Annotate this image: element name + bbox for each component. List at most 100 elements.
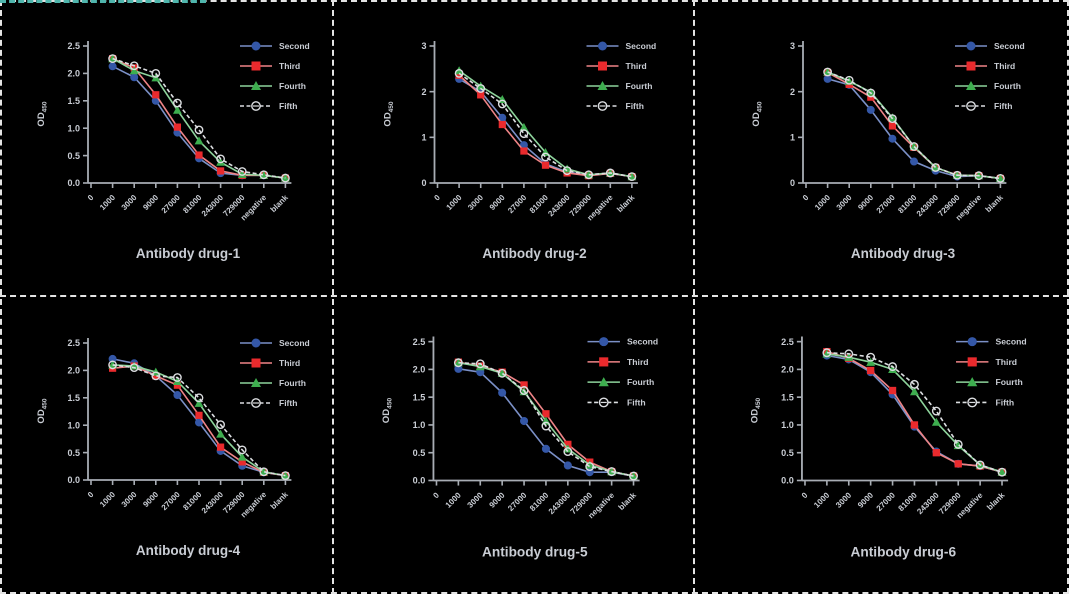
data-point-marker-fifth — [866, 88, 876, 98]
legend-marker-second — [251, 338, 261, 348]
legend-label-fourth: Fourth — [627, 377, 654, 387]
chart-svg: 0.00.51.01.52.02.50 1000 3000 9000 27000 8100… — [381, 336, 658, 559]
y-tick-label: 0.0 — [413, 476, 426, 486]
data-point-marker-second — [130, 73, 139, 82]
y-tick-label: 0.5 — [67, 151, 80, 161]
data-point-marker-second — [519, 141, 528, 150]
data-point-marker-fifth — [194, 393, 204, 403]
legend-label-fourth: Fourth — [996, 377, 1023, 387]
y-tick-label: 2.0 — [781, 365, 794, 375]
x-tick-label: 27000 — [875, 193, 897, 215]
legend-marker-fourth — [598, 377, 609, 387]
data-point-marker-fourth — [194, 136, 204, 145]
x-tick-label: 3000 — [120, 193, 139, 212]
series-line-second — [826, 354, 1003, 473]
x-tick-label: 9000 — [856, 490, 875, 509]
x-tick-label: 243000 — [915, 193, 941, 219]
x-tick-label: 27000 — [506, 490, 529, 513]
legend-label-second: Second — [627, 337, 658, 347]
y-tick-label: 1.5 — [781, 392, 794, 402]
panel-divider-horizontal — [0, 295, 1069, 297]
legend-label-second: Second — [626, 41, 657, 51]
y-tick-label: 0.0 — [781, 476, 794, 486]
data-point-marker-fourth — [866, 87, 876, 96]
data-point-marker-fifth — [888, 362, 898, 372]
data-point-marker-fifth — [151, 69, 161, 78]
x-tick-label: 0 — [86, 490, 96, 500]
data-point-marker-fourth — [627, 172, 637, 181]
data-point-marker-fifth — [629, 471, 638, 481]
data-point-marker-fifth — [497, 99, 507, 109]
data-point-marker-fifth — [844, 349, 854, 359]
data-point-marker-fifth — [259, 170, 269, 180]
data-point-marker-second — [195, 418, 203, 427]
x-tick-label: 0 — [801, 193, 811, 203]
legend-label-third: Third — [626, 61, 647, 71]
data-point-marker-fourth — [888, 364, 898, 374]
legend-label-second: Second — [994, 41, 1025, 51]
x-tick-label: 0 — [800, 490, 810, 500]
x-tick-label: 27000 — [160, 490, 182, 512]
data-point-marker-third — [195, 151, 203, 159]
y-tick-label: 1.5 — [67, 393, 80, 403]
x-tick-label: 0 — [431, 490, 441, 500]
data-point-marker-fourth — [216, 157, 225, 166]
data-point-marker-fifth — [975, 460, 985, 470]
data-point-marker-third — [238, 458, 246, 466]
data-point-marker-fifth — [216, 420, 226, 430]
data-point-marker-fifth — [995, 174, 1005, 183]
chart-panel-antibody-drug-6: 0.0 0.5 1.0 1.5 2.0 2.5 0 1000 3000 9000 27000 8100… — [693, 295, 1069, 594]
chart-title: Antibody drug-3 — [851, 246, 956, 261]
x-tick-label: 1000 — [98, 193, 117, 212]
data-point-marker-fifth — [129, 363, 139, 373]
legend-marker-third — [251, 61, 261, 71]
y-axis-label: OD450 — [749, 398, 762, 424]
x-tick-label: 9000 — [141, 193, 160, 212]
data-point-marker-second — [563, 461, 572, 470]
y-tick-label: 3 — [790, 41, 795, 51]
data-point-marker-fourth — [108, 54, 117, 63]
data-point-marker-fifth — [866, 352, 876, 362]
y-tick-label: 2.0 — [413, 365, 426, 375]
legend-label-fourth: Fourth — [279, 81, 306, 91]
data-point-marker-third — [477, 91, 485, 99]
data-point-marker-fifth — [607, 467, 617, 477]
x-tick-label: 1000 — [98, 490, 117, 509]
chart-svg: 0.00.51.01.52.02.50 1000 3000 9000 27000 8100… — [36, 338, 310, 558]
data-point-marker-third — [954, 460, 962, 468]
data-point-marker-third — [173, 123, 181, 131]
y-tick-label: 1 — [421, 133, 426, 143]
data-point-marker-fifth — [151, 371, 161, 381]
x-tick-label: 27000 — [160, 193, 182, 215]
x-tick-label: 243000 — [200, 193, 226, 219]
selection-accent-line — [0, 0, 206, 3]
x-tick-label: blank — [617, 490, 639, 512]
chart-title: Antibody drug-5 — [482, 544, 588, 559]
data-point-marker-fifth — [585, 462, 595, 472]
data-point-marker-fifth — [931, 406, 941, 416]
data-point-marker-fifth — [172, 373, 182, 382]
data-point-marker-fifth — [216, 154, 226, 164]
data-point-marker-third — [152, 91, 160, 99]
x-tick-label: 243000 — [915, 490, 941, 516]
panel-divider-vertical-1 — [332, 0, 334, 594]
x-tick-label: blank — [269, 490, 291, 512]
data-point-marker-fourth — [585, 460, 595, 469]
data-point-marker-fifth — [562, 166, 572, 176]
legend-marker-fourth — [967, 377, 978, 387]
y-tick-label: 0.5 — [67, 448, 80, 458]
y-tick-label: 0.5 — [781, 448, 794, 458]
y-tick-label: 1.0 — [67, 123, 80, 133]
legend-marker-third — [967, 357, 977, 367]
data-point-marker-fifth — [997, 467, 1007, 477]
legend-marker-third — [251, 358, 261, 368]
data-point-marker-fourth — [996, 174, 1005, 183]
y-axis-label: OD450 — [36, 398, 49, 423]
x-tick-label: 3000 — [466, 193, 485, 212]
data-point-marker-third — [541, 161, 550, 169]
data-point-marker-fourth — [237, 452, 247, 461]
y-tick-label: 2.5 — [781, 337, 794, 347]
data-point-marker-fifth — [627, 172, 637, 182]
data-point-marker-fifth — [909, 379, 919, 389]
